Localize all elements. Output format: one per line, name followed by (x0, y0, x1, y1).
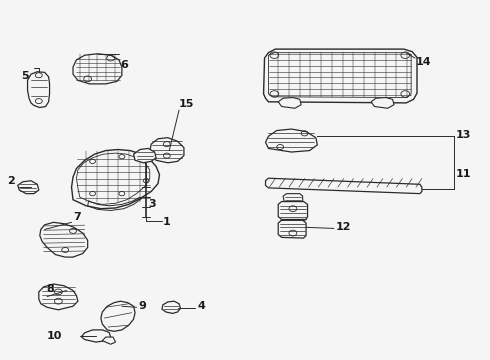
Polygon shape (162, 301, 180, 314)
Text: 5: 5 (22, 71, 29, 81)
Polygon shape (102, 337, 116, 344)
Polygon shape (18, 181, 39, 194)
Polygon shape (39, 284, 78, 310)
Polygon shape (27, 72, 49, 108)
Text: 4: 4 (197, 301, 205, 311)
Text: 1: 1 (163, 217, 171, 227)
Polygon shape (266, 178, 422, 194)
Polygon shape (73, 54, 122, 84)
Polygon shape (278, 202, 308, 220)
Text: 3: 3 (148, 199, 156, 210)
Polygon shape (371, 98, 394, 108)
Text: 11: 11 (456, 168, 471, 179)
Text: 12: 12 (335, 222, 351, 231)
Polygon shape (266, 129, 318, 152)
Polygon shape (81, 330, 111, 342)
Polygon shape (134, 148, 156, 163)
Polygon shape (283, 194, 303, 202)
Text: 15: 15 (179, 99, 195, 109)
Polygon shape (72, 149, 159, 209)
Polygon shape (264, 49, 417, 103)
Text: 10: 10 (47, 331, 62, 341)
Polygon shape (101, 301, 135, 331)
Text: 7: 7 (73, 212, 81, 221)
Polygon shape (150, 138, 184, 163)
Polygon shape (278, 98, 301, 108)
Polygon shape (40, 222, 88, 257)
Text: 14: 14 (416, 57, 432, 67)
Text: 6: 6 (121, 60, 128, 70)
Polygon shape (278, 220, 306, 238)
Text: 2: 2 (7, 176, 14, 186)
Text: 8: 8 (47, 284, 54, 294)
Text: 13: 13 (456, 130, 471, 140)
Text: 9: 9 (139, 301, 147, 311)
